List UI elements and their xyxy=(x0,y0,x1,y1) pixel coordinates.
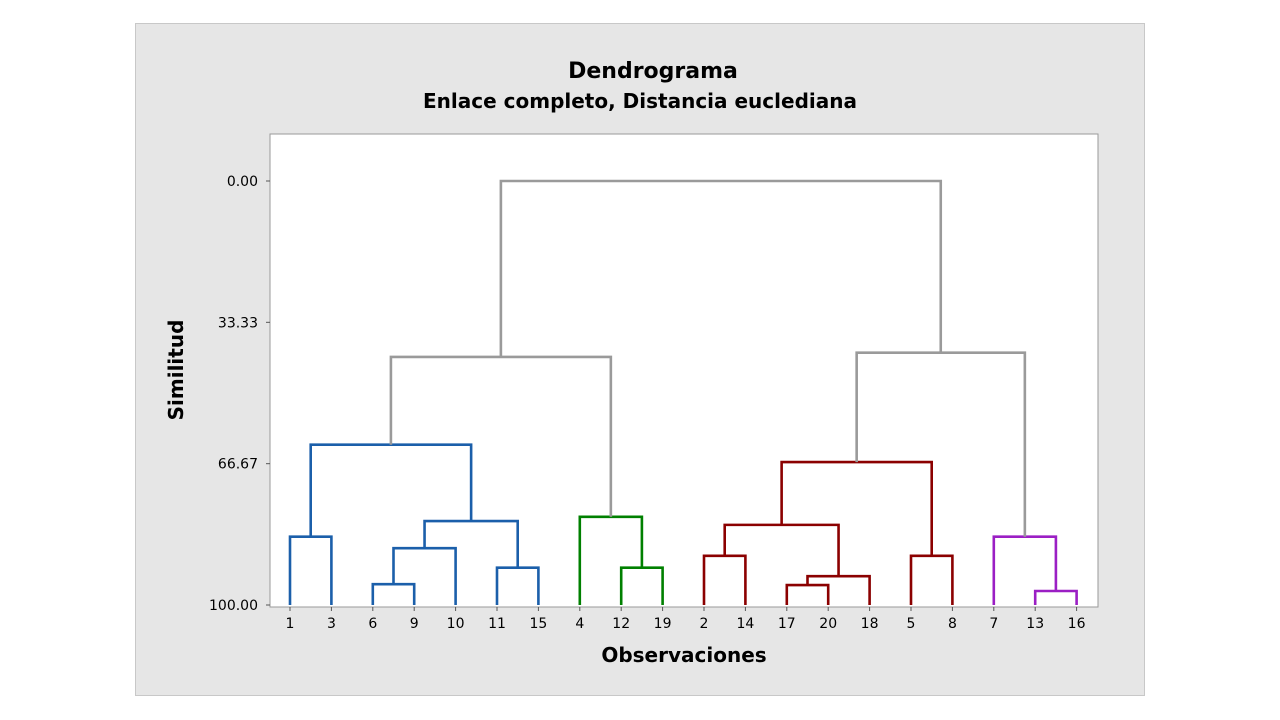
leaf-label: 9 xyxy=(410,616,419,632)
leaf-label: 14 xyxy=(736,616,754,632)
chart-frame: Dendrograma Enlace completo, Distancia e… xyxy=(135,23,1145,696)
plot-area xyxy=(269,133,1099,608)
leaf-label: 13 xyxy=(1026,616,1044,632)
chart-title: Dendrograma xyxy=(568,59,738,84)
dendrogram-chart: Dendrograma Enlace completo, Distancia e… xyxy=(164,59,1099,667)
leaf-label: 10 xyxy=(447,616,465,632)
x-axis-title: Observaciones xyxy=(601,643,766,667)
leaf-label: 15 xyxy=(529,616,547,632)
leaf-label: 6 xyxy=(368,616,377,632)
leaf-label: 11 xyxy=(488,616,506,632)
x-axis: 1 3 6 9 10 11 15 4 12 19 2 14 17 20 18 5 8 7 13 16 xyxy=(286,607,1086,632)
dendrogram-link xyxy=(499,179,943,357)
leaf-label: 4 xyxy=(575,616,584,632)
leaf-label: 2 xyxy=(700,616,709,632)
leaf-label: 20 xyxy=(819,616,837,632)
leaf-label: 8 xyxy=(948,616,957,632)
y-tick-label: 66.67 xyxy=(218,457,258,473)
chart-subtitle: Enlace completo, Distancia euclediana xyxy=(423,89,857,113)
leaf-label: 7 xyxy=(989,616,998,632)
leaf-label: 12 xyxy=(612,616,630,632)
leaf-label: 1 xyxy=(286,616,295,632)
leaf-label: 16 xyxy=(1068,616,1086,632)
y-tick-label: 0.00 xyxy=(227,174,258,190)
y-axis-title: Similitud xyxy=(164,320,188,421)
leaf-label: 18 xyxy=(861,616,879,632)
leaf-label: 19 xyxy=(654,616,672,632)
y-tick-label: 100.00 xyxy=(209,598,258,614)
leaf-label: 17 xyxy=(778,616,796,632)
y-axis: 0.00 33.33 66.67 100.00 xyxy=(209,174,270,614)
y-tick-label: 33.33 xyxy=(218,315,258,331)
leaf-label: 3 xyxy=(327,616,336,632)
leaf-label: 5 xyxy=(907,616,916,632)
dendrogram-links xyxy=(288,179,1078,605)
